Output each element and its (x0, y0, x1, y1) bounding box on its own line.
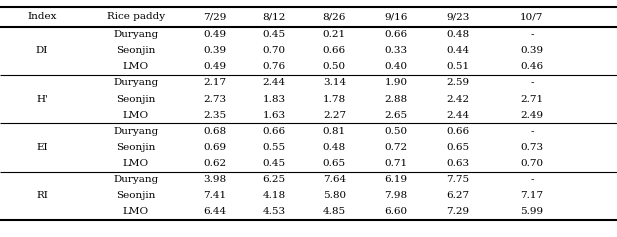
Text: 0.49: 0.49 (203, 30, 226, 39)
Text: 0.70: 0.70 (262, 46, 286, 55)
Text: 0.65: 0.65 (323, 159, 346, 168)
Text: 0.66: 0.66 (323, 46, 346, 55)
Text: 2.44: 2.44 (446, 111, 470, 120)
Text: 3.14: 3.14 (323, 78, 346, 87)
Text: -: - (530, 127, 534, 136)
Text: 2.59: 2.59 (446, 78, 470, 87)
Text: 0.66: 0.66 (384, 30, 408, 39)
Text: 0.39: 0.39 (203, 46, 226, 55)
Text: Duryang: Duryang (113, 175, 159, 184)
Text: 1.90: 1.90 (384, 78, 408, 87)
Text: 5.99: 5.99 (520, 207, 544, 216)
Text: 0.69: 0.69 (203, 143, 226, 152)
Text: EI: EI (36, 143, 48, 152)
Text: 7.64: 7.64 (323, 175, 346, 184)
Text: 0.68: 0.68 (203, 127, 226, 136)
Text: 4.85: 4.85 (323, 207, 346, 216)
Text: 8/26: 8/26 (323, 12, 346, 21)
Text: 7.98: 7.98 (384, 191, 408, 200)
Text: 2.42: 2.42 (446, 95, 470, 104)
Text: Seonjin: Seonjin (116, 191, 155, 200)
Text: 0.50: 0.50 (323, 62, 346, 71)
Text: RI: RI (36, 191, 48, 200)
Text: 2.44: 2.44 (262, 78, 286, 87)
Text: 8/12: 8/12 (262, 12, 286, 21)
Text: Duryang: Duryang (113, 30, 159, 39)
Text: 2.88: 2.88 (384, 95, 408, 104)
Text: 0.71: 0.71 (384, 159, 408, 168)
Text: 6.60: 6.60 (384, 207, 408, 216)
Text: 3.98: 3.98 (203, 175, 226, 184)
Text: -: - (530, 78, 534, 87)
Text: 7.41: 7.41 (203, 191, 226, 200)
Text: Seonjin: Seonjin (116, 46, 155, 55)
Text: 2.71: 2.71 (520, 95, 544, 104)
Text: 0.48: 0.48 (323, 143, 346, 152)
Text: 2.49: 2.49 (520, 111, 544, 120)
Text: 0.72: 0.72 (384, 143, 408, 152)
Text: 0.63: 0.63 (446, 159, 470, 168)
Text: 0.46: 0.46 (520, 62, 544, 71)
Text: LMO: LMO (123, 62, 149, 71)
Text: 0.70: 0.70 (520, 159, 544, 168)
Text: 0.76: 0.76 (262, 62, 286, 71)
Text: 0.81: 0.81 (323, 127, 346, 136)
Text: 4.53: 4.53 (262, 207, 286, 216)
Text: LMO: LMO (123, 159, 149, 168)
Text: -: - (530, 30, 534, 39)
Text: 6.44: 6.44 (203, 207, 226, 216)
Text: 0.65: 0.65 (446, 143, 470, 152)
Text: 7/29: 7/29 (203, 12, 226, 21)
Text: 0.21: 0.21 (323, 30, 346, 39)
Text: 0.55: 0.55 (262, 143, 286, 152)
Text: Duryang: Duryang (113, 78, 159, 87)
Text: LMO: LMO (123, 111, 149, 120)
Text: 0.45: 0.45 (262, 159, 286, 168)
Text: 6.27: 6.27 (446, 191, 470, 200)
Text: 2.17: 2.17 (203, 78, 226, 87)
Text: 1.63: 1.63 (262, 111, 286, 120)
Text: 10/7: 10/7 (520, 12, 544, 21)
Text: Seonjin: Seonjin (116, 143, 155, 152)
Text: 0.66: 0.66 (446, 127, 470, 136)
Text: DI: DI (36, 46, 48, 55)
Text: 1.83: 1.83 (262, 95, 286, 104)
Text: 6.25: 6.25 (262, 175, 286, 184)
Text: 0.49: 0.49 (203, 62, 226, 71)
Text: 5.80: 5.80 (323, 191, 346, 200)
Text: 0.33: 0.33 (384, 46, 408, 55)
Text: 0.62: 0.62 (203, 159, 226, 168)
Text: 0.40: 0.40 (384, 62, 408, 71)
Text: 0.73: 0.73 (520, 143, 544, 152)
Text: -: - (530, 175, 534, 184)
Text: 0.45: 0.45 (262, 30, 286, 39)
Text: 2.35: 2.35 (203, 111, 226, 120)
Text: 1.78: 1.78 (323, 95, 346, 104)
Text: Seonjin: Seonjin (116, 95, 155, 104)
Text: 0.48: 0.48 (446, 30, 470, 39)
Text: 0.50: 0.50 (384, 127, 408, 136)
Text: 9/16: 9/16 (384, 12, 408, 21)
Text: 7.29: 7.29 (446, 207, 470, 216)
Text: 0.44: 0.44 (446, 46, 470, 55)
Text: 2.73: 2.73 (203, 95, 226, 104)
Text: 0.51: 0.51 (446, 62, 470, 71)
Text: Index: Index (27, 12, 57, 21)
Text: 0.66: 0.66 (262, 127, 286, 136)
Text: H': H' (36, 95, 48, 104)
Text: 2.65: 2.65 (384, 111, 408, 120)
Text: Duryang: Duryang (113, 127, 159, 136)
Text: Rice paddy: Rice paddy (107, 12, 165, 21)
Text: 6.19: 6.19 (384, 175, 408, 184)
Text: 7.75: 7.75 (446, 175, 470, 184)
Text: LMO: LMO (123, 207, 149, 216)
Text: 7.17: 7.17 (520, 191, 544, 200)
Text: 9/23: 9/23 (446, 12, 470, 21)
Text: 4.18: 4.18 (262, 191, 286, 200)
Text: 0.39: 0.39 (520, 46, 544, 55)
Text: 2.27: 2.27 (323, 111, 346, 120)
